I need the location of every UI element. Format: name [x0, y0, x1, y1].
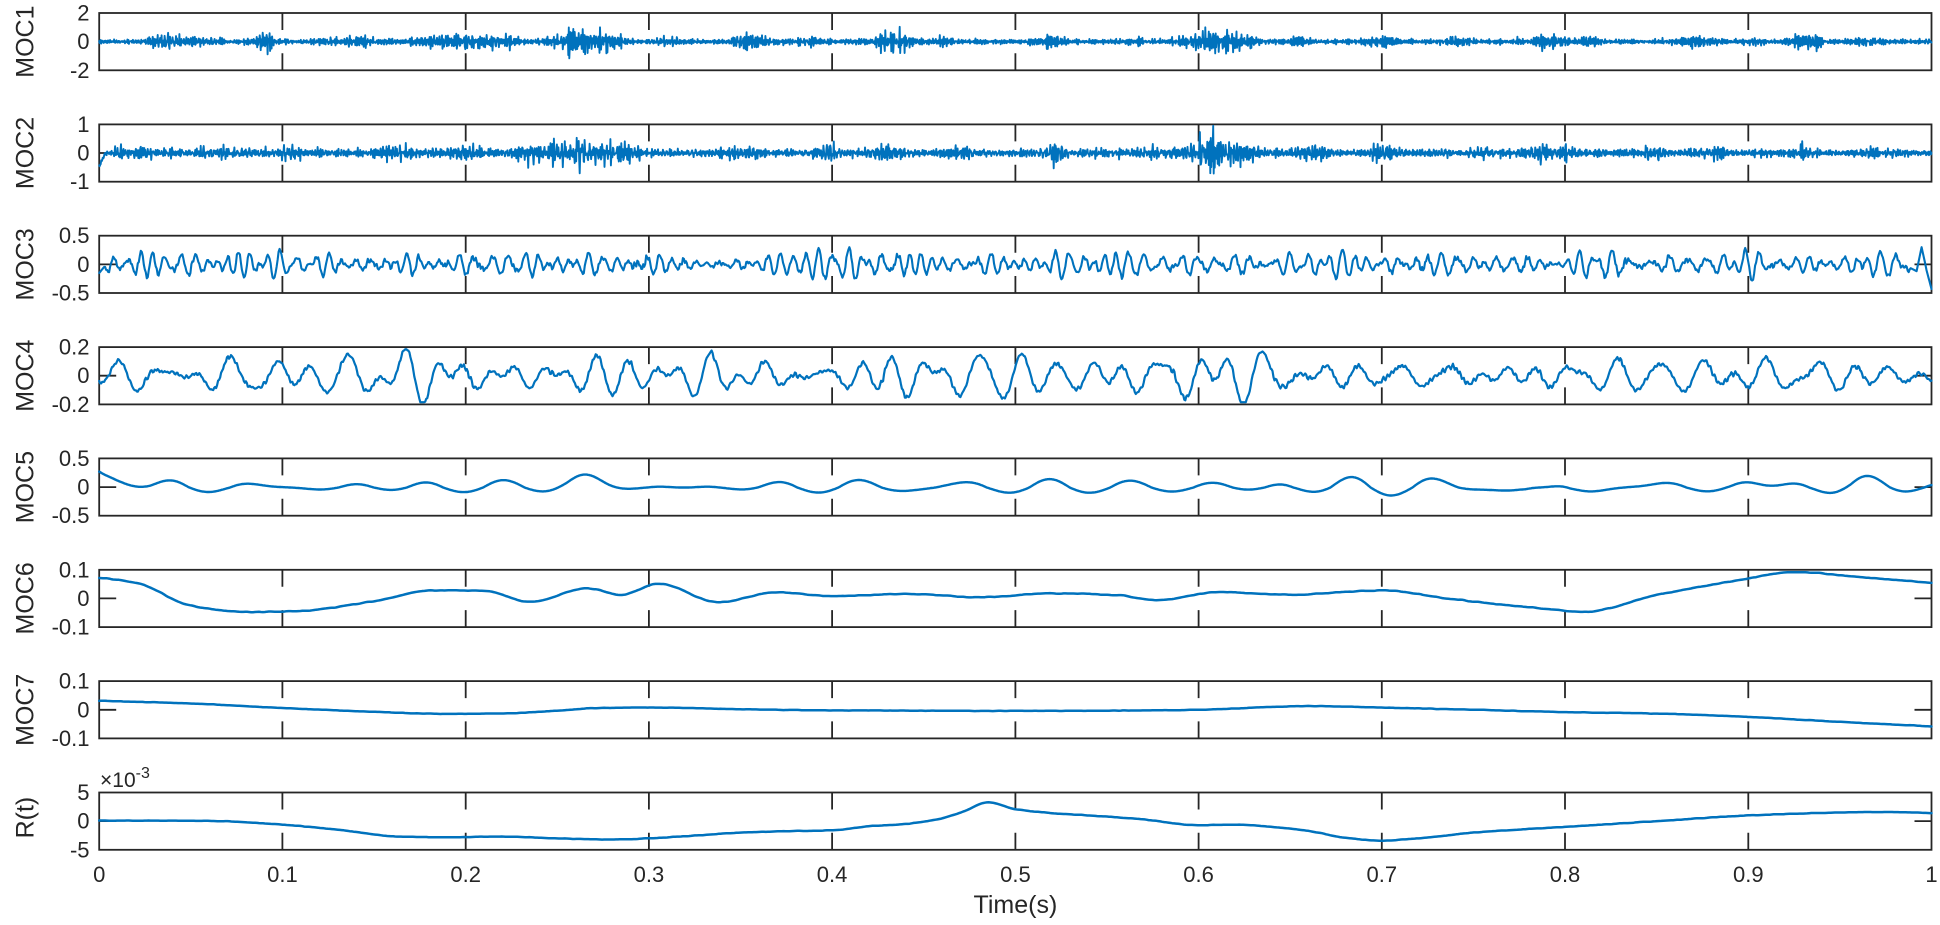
svg-text:0.5: 0.5	[1000, 862, 1031, 887]
svg-text:0.6: 0.6	[1183, 862, 1214, 887]
svg-text:MOC1: MOC1	[12, 5, 40, 77]
svg-text:0.5: 0.5	[59, 446, 90, 471]
svg-text:0: 0	[93, 862, 105, 887]
svg-text:0.5: 0.5	[59, 223, 90, 248]
svg-text:0: 0	[77, 252, 89, 277]
svg-text:-0.5: -0.5	[52, 503, 90, 528]
svg-text:0.8: 0.8	[1550, 862, 1581, 887]
svg-text:-1: -1	[70, 169, 90, 194]
svg-text:-0.2: -0.2	[52, 392, 90, 417]
svg-text:-2: -2	[70, 58, 90, 83]
svg-text:1: 1	[1925, 862, 1937, 887]
svg-text:-0.1: -0.1	[52, 726, 90, 751]
svg-text:-0.5: -0.5	[52, 281, 90, 306]
svg-text:MOC3: MOC3	[12, 228, 40, 300]
svg-text:0.4: 0.4	[817, 862, 848, 887]
svg-text:0.1: 0.1	[59, 557, 90, 582]
svg-text:0: 0	[77, 809, 89, 834]
svg-text:0: 0	[77, 141, 89, 166]
svg-text:5: 5	[77, 780, 89, 805]
svg-text:MOC2: MOC2	[12, 117, 40, 189]
svg-text:2: 2	[77, 1, 89, 26]
svg-text:0: 0	[77, 363, 89, 388]
svg-text:-0.1: -0.1	[52, 615, 90, 640]
svg-text:MOC5: MOC5	[12, 451, 40, 523]
svg-text:0.3: 0.3	[634, 862, 665, 887]
svg-text:0: 0	[77, 475, 89, 500]
svg-text:0.2: 0.2	[59, 335, 90, 360]
svg-text:0.9: 0.9	[1733, 862, 1764, 887]
svg-text:MOC7: MOC7	[12, 674, 40, 746]
svg-text:MOC6: MOC6	[12, 562, 40, 634]
svg-text:0.1: 0.1	[59, 669, 90, 694]
svg-text:R(t): R(t)	[12, 797, 40, 839]
svg-text:Time(s): Time(s)	[974, 891, 1058, 919]
svg-text:0: 0	[77, 697, 89, 722]
svg-text:MOC4: MOC4	[12, 339, 40, 411]
svg-text:0: 0	[77, 586, 89, 611]
svg-text:-5: -5	[70, 837, 90, 862]
svg-text:0.7: 0.7	[1367, 862, 1398, 887]
svg-text:1: 1	[77, 112, 89, 137]
svg-text:0.1: 0.1	[267, 862, 298, 887]
svg-text:0: 0	[77, 29, 89, 54]
svg-text:0.2: 0.2	[450, 862, 481, 887]
